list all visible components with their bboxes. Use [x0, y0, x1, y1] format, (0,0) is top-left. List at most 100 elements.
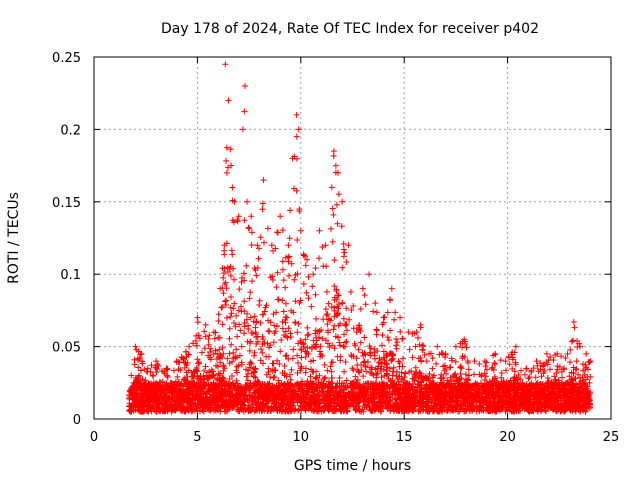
data-point — [417, 370, 424, 377]
data-point — [279, 227, 286, 234]
data-point — [312, 291, 319, 298]
data-point — [304, 344, 311, 351]
data-point — [442, 351, 449, 358]
data-point — [307, 373, 314, 380]
data-point — [570, 318, 577, 325]
data-point — [357, 339, 364, 346]
data-point — [400, 377, 407, 384]
data-point — [236, 321, 243, 328]
data-point — [220, 350, 227, 357]
data-point — [538, 387, 545, 394]
data-point — [174, 373, 181, 380]
data-point — [247, 289, 254, 296]
data-point — [231, 276, 238, 283]
data-point — [329, 238, 336, 245]
data-point — [348, 351, 355, 358]
data-point — [292, 298, 299, 305]
data-point — [201, 345, 208, 352]
data-point — [236, 352, 243, 359]
data-point — [304, 394, 311, 401]
data-point — [295, 360, 302, 367]
data-point — [476, 361, 483, 368]
data-point — [225, 164, 232, 171]
data-point — [277, 213, 284, 220]
data-point — [379, 342, 386, 349]
data-point — [219, 321, 226, 328]
data-point — [360, 352, 367, 359]
data-point — [335, 191, 342, 198]
data-point — [205, 341, 212, 348]
data-point — [259, 349, 266, 356]
data-point — [193, 332, 200, 339]
data-point — [248, 241, 255, 248]
data-point — [540, 370, 547, 377]
data-point — [254, 242, 261, 249]
data-point — [241, 82, 248, 89]
data-point — [248, 229, 255, 236]
data-point — [429, 355, 436, 362]
data-point — [223, 144, 230, 151]
data-point — [266, 328, 273, 335]
data-point — [329, 205, 336, 212]
data-point — [502, 358, 509, 365]
data-point — [276, 361, 283, 368]
data-point — [331, 283, 338, 290]
data-point — [304, 256, 311, 263]
data-point — [241, 298, 248, 305]
data-points — [126, 61, 594, 415]
data-point — [263, 302, 270, 309]
data-point — [246, 347, 253, 354]
data-point — [223, 157, 230, 164]
data-point — [518, 367, 525, 374]
data-point — [310, 271, 317, 278]
data-point — [384, 404, 391, 411]
data-point — [457, 364, 464, 371]
data-point — [269, 276, 276, 283]
data-point — [214, 376, 221, 383]
data-point — [490, 352, 497, 359]
data-point — [371, 355, 378, 362]
data-point — [393, 373, 400, 380]
data-point — [361, 358, 368, 365]
data-point — [137, 351, 144, 358]
data-point — [397, 328, 404, 335]
data-point — [247, 364, 254, 371]
data-point — [185, 351, 192, 358]
data-point — [216, 334, 223, 341]
data-point — [231, 300, 238, 307]
data-point — [434, 343, 441, 350]
data-point — [347, 288, 354, 295]
data-point — [533, 358, 540, 365]
data-point — [521, 371, 528, 378]
data-point — [392, 309, 399, 316]
data-point — [332, 162, 339, 169]
data-point — [239, 126, 246, 133]
data-point — [393, 345, 400, 352]
data-point — [283, 373, 290, 380]
data-point — [341, 368, 348, 375]
data-point — [235, 213, 242, 220]
data-point — [316, 227, 323, 234]
data-point — [335, 305, 342, 312]
data-point — [295, 321, 302, 328]
data-point — [320, 316, 327, 323]
data-point — [353, 355, 360, 362]
data-point — [369, 370, 376, 377]
data-point — [576, 340, 583, 347]
data-point — [492, 361, 499, 368]
data-point — [330, 211, 337, 218]
data-point — [509, 356, 516, 363]
data-point — [226, 325, 233, 332]
data-point — [481, 358, 488, 365]
data-point — [388, 285, 395, 292]
data-point — [553, 369, 560, 376]
data-point — [558, 353, 565, 360]
data-point — [562, 355, 569, 362]
data-point — [486, 378, 493, 385]
data-point — [388, 356, 395, 363]
data-point — [260, 177, 267, 184]
data-point — [173, 359, 180, 366]
data-point — [542, 408, 549, 415]
data-point — [342, 322, 349, 329]
